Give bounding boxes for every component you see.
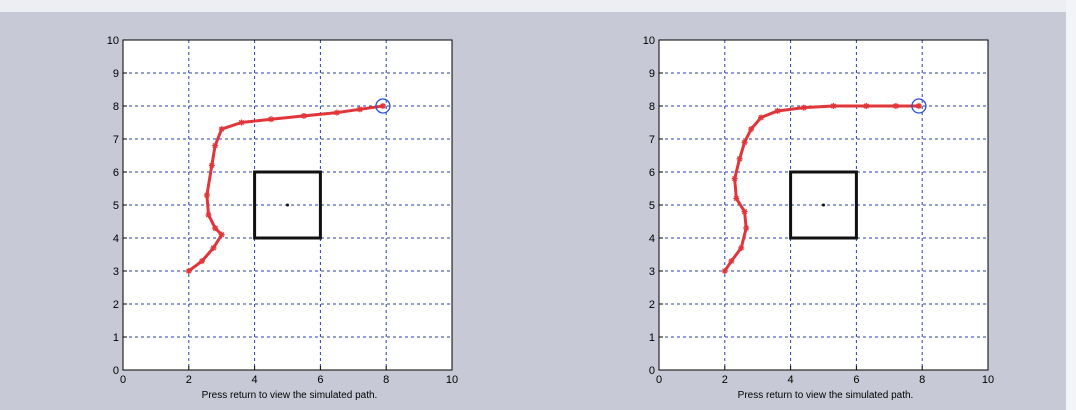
y-tick-label-7: 7 — [113, 134, 119, 146]
top-edge-strip — [0, 0, 1076, 12]
x-tick-label-2: 2 — [722, 374, 728, 386]
x-tick-label-0: 0 — [656, 374, 662, 386]
x-tick-label-2: 2 — [186, 374, 192, 386]
y-tick-label-2: 2 — [649, 299, 655, 311]
y-tick-label-8: 8 — [113, 101, 119, 113]
path-point — [333, 109, 340, 116]
path-point — [212, 142, 219, 149]
path-point — [743, 225, 750, 232]
target-marker-dot — [380, 104, 385, 108]
y-tick-label-0: 0 — [113, 365, 119, 377]
right-edge-strip — [1066, 0, 1076, 410]
path-point — [268, 116, 275, 123]
y-tick-label-4: 4 — [113, 233, 119, 245]
path-point — [757, 114, 764, 121]
y-tick-label-8: 8 — [649, 101, 655, 113]
x-tick-label-4: 4 — [252, 374, 258, 386]
x-tick-label-8: 8 — [383, 374, 389, 386]
x-tick-label-10: 10 — [446, 374, 458, 386]
plot-caption: Press return to view the simulated path. — [202, 390, 378, 401]
path-point — [738, 244, 745, 251]
y-tick-label-1: 1 — [649, 332, 655, 344]
obstacle-square — [253, 170, 322, 240]
y-tick-label-9: 9 — [649, 68, 655, 80]
y-tick-label-9: 9 — [113, 68, 119, 80]
path-point — [356, 106, 363, 113]
path-point — [198, 258, 205, 265]
path-point — [208, 162, 215, 169]
target-marker-circle — [911, 98, 927, 114]
plot-caption: Press return to view the simulated path. — [738, 390, 914, 401]
path-point — [733, 195, 740, 202]
path-point — [212, 225, 219, 232]
path-point — [210, 244, 217, 251]
y-tick-label-0: 0 — [649, 365, 655, 377]
x-tick-label-0: 0 — [120, 374, 126, 386]
path-line — [187, 104, 385, 273]
path-point — [892, 103, 899, 109]
target-marker-dot — [916, 104, 921, 108]
y-tick-label-6: 6 — [649, 167, 655, 179]
y-tick-label-7: 7 — [649, 134, 655, 146]
x-tick-label-8: 8 — [919, 374, 925, 386]
path-point — [185, 268, 192, 274]
path-point — [721, 268, 728, 274]
y-tick-label-1: 1 — [113, 332, 119, 344]
y-tick-label-4: 4 — [649, 233, 655, 245]
x-tick-label-4: 4 — [788, 374, 794, 386]
path-point — [830, 103, 837, 109]
obstacle-center-dot — [286, 203, 289, 207]
path-point — [218, 126, 225, 133]
path-point — [205, 211, 212, 218]
y-tick-label-10: 10 — [643, 35, 655, 47]
obstacle-square — [789, 170, 858, 240]
path-point — [218, 231, 225, 238]
path-point — [238, 119, 245, 126]
x-tick-label-10: 10 — [982, 374, 994, 386]
x-tick-label-6: 6 — [317, 374, 323, 386]
y-tick-label-10: 10 — [107, 35, 119, 47]
y-tick-label-3: 3 — [113, 266, 119, 278]
y-tick-label-2: 2 — [113, 299, 119, 311]
obstacle-center-dot — [822, 203, 825, 207]
path-point — [728, 258, 735, 265]
path-point — [741, 208, 748, 215]
target-marker-circle — [375, 98, 391, 114]
path-point — [203, 192, 210, 199]
path-point — [774, 107, 781, 114]
y-tick-label-3: 3 — [649, 266, 655, 278]
y-tick-label-6: 6 — [113, 167, 119, 179]
path-point — [736, 155, 743, 162]
y-tick-label-5: 5 — [113, 200, 119, 212]
path-point — [741, 139, 748, 146]
path-point — [800, 104, 807, 111]
path-point — [863, 103, 870, 109]
y-tick-label-5: 5 — [649, 200, 655, 212]
path-point — [300, 112, 307, 119]
x-tick-label-6: 6 — [853, 374, 859, 386]
path-point — [731, 175, 738, 182]
path-point — [748, 126, 755, 133]
